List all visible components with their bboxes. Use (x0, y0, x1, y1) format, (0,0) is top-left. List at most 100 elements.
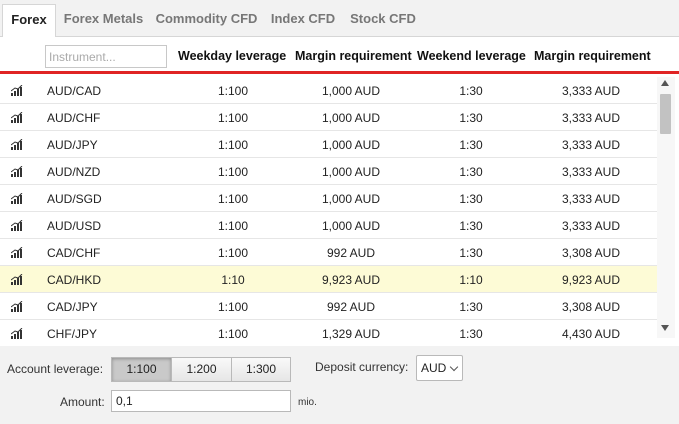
weekday-leverage-value: 1:100 (217, 219, 249, 233)
instrument-name: CHF/JPY (47, 327, 98, 341)
header-weekend-margin-requirement: Margin requirement (534, 49, 651, 63)
header-margin-requirement: Margin requirement (295, 49, 412, 63)
margin-requirement-value: 1,000 AUD (321, 165, 381, 179)
weekend-margin-requirement-value: 3,333 AUD (561, 192, 621, 206)
tab-stock-cfd[interactable]: Stock CFD (350, 11, 416, 26)
table-row[interactable]: AUD/SGD 1:100 1,000 AUD 1:30 3,333 AUD (0, 185, 657, 212)
leverage-option-1-300[interactable]: 1:300 (231, 357, 291, 382)
margin-requirement-value: 992 AUD (326, 246, 376, 260)
table-row[interactable]: CHF/JPY 1:100 1,329 AUD 1:30 4,430 AUD (0, 320, 657, 346)
table-row[interactable]: AUD/USD 1:100 1,000 AUD 1:30 3,333 AUD (0, 212, 657, 239)
instrument-search-input[interactable] (45, 45, 167, 68)
weekend-leverage-value: 1:30 (459, 138, 483, 152)
weekday-leverage-value: 1:10 (221, 273, 245, 287)
instrument-name: AUD/USD (47, 219, 102, 233)
margin-requirement-value: 1,000 AUD (321, 111, 381, 125)
table-row[interactable]: CAD/CHF 1:100 992 AUD 1:30 3,308 AUD (0, 239, 657, 266)
weekend-leverage-value: 1:30 (459, 327, 483, 341)
weekend-margin-requirement-value: 3,333 AUD (561, 138, 621, 152)
margin-requirement-value: 1,000 AUD (321, 138, 381, 152)
chart-icon[interactable] (11, 112, 23, 123)
instrument-rows: AUD/CAD 1:100 1,000 AUD 1:30 3,333 AUD AUD/CH… (0, 77, 657, 346)
chart-icon[interactable] (11, 166, 23, 177)
weekend-leverage-value: 1:30 (459, 192, 483, 206)
instrument-tabs: Forex Forex Metals Commodity CFD Index C… (0, 0, 679, 38)
chart-icon[interactable] (11, 274, 23, 285)
scroll-up-arrow-icon[interactable] (661, 80, 669, 86)
weekday-leverage-value: 1:100 (217, 111, 249, 125)
weekday-leverage-value: 1:100 (217, 300, 249, 314)
chart-icon[interactable] (11, 301, 23, 312)
leverage-table-panel: Weekday leverage Margin requirement Week… (0, 37, 679, 346)
scrollbar-thumb[interactable] (660, 94, 671, 134)
weekend-leverage-value: 1:30 (459, 84, 483, 98)
weekend-leverage-value: 1:30 (459, 300, 483, 314)
instrument-name: CAD/JPY (47, 300, 98, 314)
table-row[interactable]: CAD/HKD 1:10 9,923 AUD 1:10 9,923 AUD (0, 266, 657, 293)
weekend-leverage-value: 1:10 (459, 273, 483, 287)
leverage-option-1-200[interactable]: 1:200 (171, 357, 232, 382)
weekend-margin-requirement-value: 3,333 AUD (561, 84, 621, 98)
margin-requirement-value: 992 AUD (326, 300, 376, 314)
amount-unit: mio. (298, 397, 317, 408)
weekday-leverage-value: 1:100 (217, 246, 249, 260)
margin-requirement-value: 9,923 AUD (321, 273, 381, 287)
weekend-leverage-value: 1:30 (459, 111, 483, 125)
weekend-leverage-value: 1:30 (459, 165, 483, 179)
margin-requirement-value: 1,000 AUD (321, 219, 381, 233)
header-weekend-leverage: Weekend leverage (417, 49, 526, 63)
weekend-leverage-value: 1:30 (459, 219, 483, 233)
instrument-name: CAD/HKD (47, 273, 102, 287)
deposit-currency-label: Deposit currency: (315, 360, 409, 374)
margin-requirement-value: 1,000 AUD (321, 192, 381, 206)
table-row[interactable]: AUD/CHF 1:100 1,000 AUD 1:30 3,333 AUD (0, 104, 657, 131)
tab-forex-metals[interactable]: Forex Metals (63, 11, 144, 26)
weekday-leverage-value: 1:100 (217, 327, 249, 341)
instrument-name: CAD/CHF (47, 246, 101, 260)
weekday-leverage-value: 1:100 (217, 192, 249, 206)
deposit-currency-value: AUD (421, 361, 447, 375)
table-row[interactable]: AUD/JPY 1:100 1,000 AUD 1:30 3,333 AUD (0, 131, 657, 158)
table-row[interactable]: AUD/CAD 1:100 1,000 AUD 1:30 3,333 AUD (0, 77, 657, 104)
weekend-margin-requirement-value: 3,333 AUD (561, 111, 621, 125)
account-leverage-label: Account leverage: (7, 362, 104, 376)
instrument-name: AUD/CAD (47, 84, 102, 98)
weekday-leverage-value: 1:100 (217, 84, 249, 98)
weekend-margin-requirement-value: 3,308 AUD (561, 300, 621, 314)
chart-icon[interactable] (11, 220, 23, 231)
table-row[interactable]: CAD/JPY 1:100 992 AUD 1:30 3,308 AUD (0, 293, 657, 320)
weekend-margin-requirement-value: 3,308 AUD (561, 246, 621, 260)
table-scrollbar[interactable] (657, 77, 675, 338)
scroll-down-arrow-icon[interactable] (661, 325, 669, 331)
table-row[interactable]: AUD/NZD 1:100 1,000 AUD 1:30 3,333 AUD (0, 158, 657, 185)
margin-requirement-value: 1,329 AUD (321, 327, 381, 341)
amount-input[interactable] (111, 390, 291, 412)
instrument-name: AUD/JPY (47, 138, 98, 152)
weekday-leverage-value: 1:100 (217, 165, 249, 179)
deposit-currency-select[interactable]: AUD (416, 355, 463, 381)
weekend-margin-requirement-value: 3,333 AUD (561, 165, 621, 179)
weekday-leverage-value: 1:100 (217, 138, 249, 152)
weekend-leverage-value: 1:30 (459, 246, 483, 260)
tab-index-cfd[interactable]: Index CFD (270, 11, 336, 26)
header-weekday-leverage: Weekday leverage (178, 49, 287, 63)
instrument-name: AUD/CHF (47, 111, 101, 125)
table-header: Weekday leverage Margin requirement Week… (0, 37, 679, 74)
chart-icon[interactable] (11, 247, 23, 258)
settings-bar: Account leverage: 1:100 1:200 1:300 Depo… (0, 346, 679, 424)
amount-label: Amount: (60, 395, 105, 409)
instrument-name: AUD/SGD (47, 192, 102, 206)
instrument-name: AUD/NZD (47, 165, 101, 179)
weekend-margin-requirement-value: 4,430 AUD (561, 327, 621, 341)
margin-requirement-value: 1,000 AUD (321, 84, 381, 98)
chart-icon[interactable] (11, 139, 23, 150)
chart-icon[interactable] (11, 85, 23, 96)
chart-icon[interactable] (11, 193, 23, 204)
tab-commodity-cfd[interactable]: Commodity CFD (155, 11, 258, 26)
tab-forex[interactable]: Forex (2, 4, 56, 38)
chart-icon[interactable] (11, 328, 23, 339)
chevron-down-icon (449, 362, 459, 372)
weekend-margin-requirement-value: 9,923 AUD (561, 273, 621, 287)
weekend-margin-requirement-value: 3,333 AUD (561, 219, 621, 233)
leverage-option-1-100[interactable]: 1:100 (111, 357, 172, 382)
